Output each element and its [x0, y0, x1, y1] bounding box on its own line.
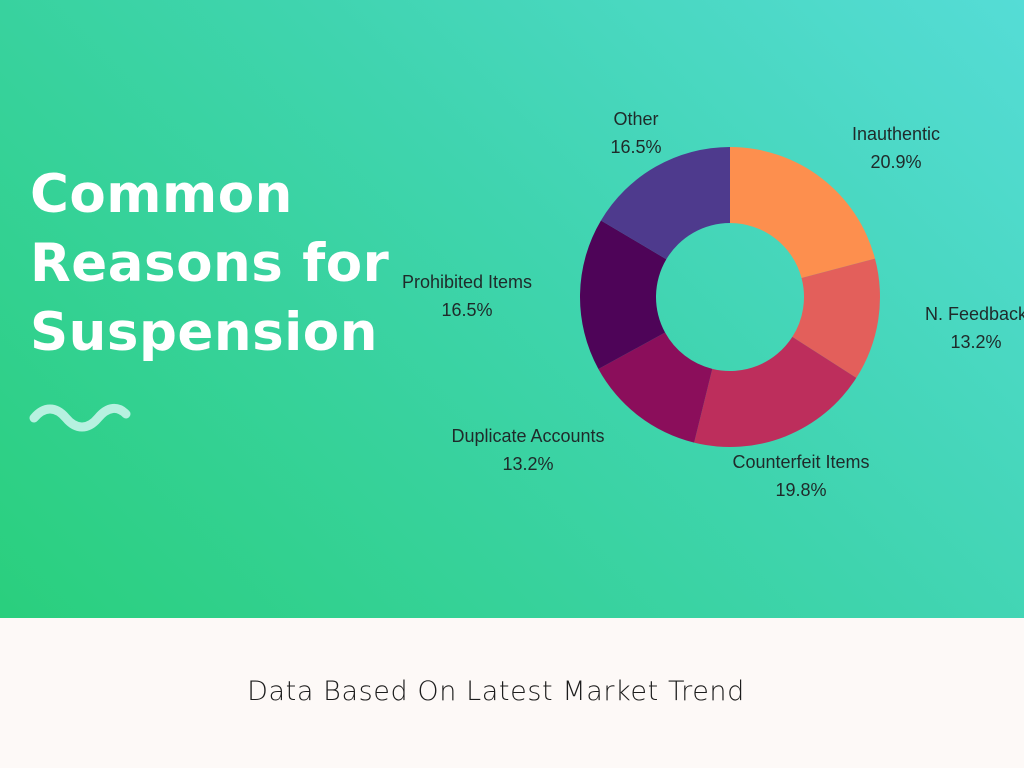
- title-line-2: Reasons for: [30, 233, 390, 294]
- footer-caption: Data Based On Latest Market Trend: [247, 676, 745, 707]
- slice-value-n-feedback: 13.2%: [950, 332, 1001, 352]
- slice-label-duplicate-accounts: Duplicate Accounts: [451, 426, 604, 446]
- slice-prohibited-items: [580, 220, 667, 369]
- hero-panel: Common Reasons for Suspension Inauthenti…: [0, 0, 1024, 618]
- slice-counterfeit-items: [694, 336, 857, 447]
- slice-label-inauthentic: Inauthentic: [852, 124, 940, 144]
- slice-value-counterfeit-items: 19.8%: [775, 480, 826, 500]
- slice-label-prohibited-items: Prohibited Items: [402, 272, 532, 292]
- slice-value-prohibited-items: 16.5%: [441, 300, 492, 320]
- slice-inauthentic: [730, 147, 875, 279]
- footer: Data Based On Latest Market Trend: [0, 618, 1024, 768]
- slice-label-counterfeit-items: Counterfeit Items: [732, 452, 869, 472]
- slice-n-feedback: [792, 258, 880, 378]
- donut-slices: [580, 147, 880, 447]
- slice-label-n-feedback: N. Feedback: [925, 304, 1024, 324]
- donut-labels: Inauthentic 20.9% N. Feedback 13.2% Counterf…: [402, 109, 1024, 500]
- slice-value-inauthentic: 20.9%: [870, 152, 921, 172]
- slice-label-other: Other: [613, 109, 658, 129]
- squiggle-decoration-icon: [29, 404, 131, 432]
- slice-duplicate-accounts: [598, 332, 713, 443]
- title-line-1: Common: [30, 164, 293, 225]
- title-line-3: Suspension: [30, 302, 378, 363]
- slice-value-other: 16.5%: [610, 137, 661, 157]
- donut-chart: Inauthentic 20.9% N. Feedback 13.2% Counterf…: [402, 109, 1024, 500]
- slice-other: [600, 147, 730, 260]
- slice-value-duplicate-accounts: 13.2%: [502, 454, 553, 474]
- page-title: Common Reasons for Suspension: [30, 160, 389, 367]
